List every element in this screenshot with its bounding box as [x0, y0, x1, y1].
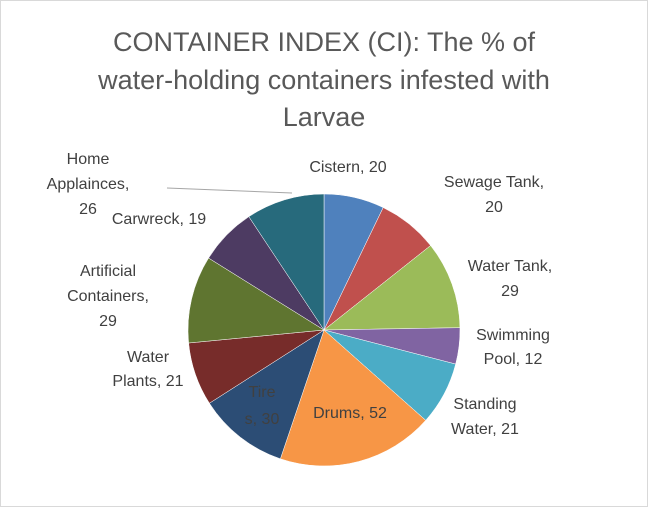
data-label-line: Applainces,	[47, 176, 130, 193]
data-label-line: Pool, 12	[484, 351, 543, 368]
data-label: Standing Water, 21	[451, 396, 519, 438]
data-label: Water Plants, 21	[112, 349, 183, 390]
data-label-line: Home	[67, 151, 110, 168]
pie-slice	[280, 329, 427, 467]
data-label-line: Water	[127, 349, 170, 366]
data-label-line: Containers,	[67, 288, 149, 305]
data-label-line: 29	[99, 313, 117, 330]
data-label-line: Standing	[453, 396, 516, 413]
pie-slice	[187, 257, 325, 344]
data-label-line: Swimming	[476, 327, 550, 344]
pie-slice	[248, 193, 325, 331]
data-label-line: Sewage Tank,	[444, 174, 544, 191]
data-label: Home Applainces, 26	[47, 151, 130, 218]
data-label-line: 26	[79, 201, 97, 218]
chart-title-line: CONTAINER INDEX (CI): The % of	[113, 27, 536, 57]
data-label: Carwreck, 19	[112, 211, 206, 228]
data-label-line: Water Tank,	[468, 258, 552, 275]
data-label: Artificial Containers, 29	[67, 263, 149, 330]
data-label-line: 29	[501, 283, 519, 300]
data-label-line: Plants, 21	[112, 373, 183, 390]
data-label: Drums, 52	[313, 405, 387, 422]
pie-slice	[323, 245, 461, 331]
pie-slice	[209, 329, 325, 460]
data-label: Swimming Pool, 12	[476, 327, 550, 368]
data-label: Water Tank, 29	[468, 258, 552, 300]
data-label-line: Artificial	[80, 263, 136, 280]
data-label-line: Tire	[249, 384, 276, 401]
chart-title-line: water-holding containers infested with	[97, 65, 550, 95]
data-label-line: Cistern, 20	[309, 159, 386, 176]
data-label-line: 20	[485, 199, 503, 216]
data-label-line: Carwreck, 19	[112, 211, 206, 228]
data-label: Tire s, 30	[245, 384, 280, 428]
leader-line	[166, 187, 293, 194]
data-label-line: Water, 21	[451, 421, 519, 438]
data-label: Sewage Tank, 20	[444, 174, 544, 216]
chart-title: CONTAINER INDEX (CI): The % of water-hold…	[97, 27, 550, 132]
data-label-line: Drums, 52	[313, 405, 387, 422]
data-label: Cistern, 20	[309, 159, 386, 176]
data-label-line: s, 30	[245, 411, 280, 428]
chart-title-line: Larvae	[283, 102, 366, 132]
